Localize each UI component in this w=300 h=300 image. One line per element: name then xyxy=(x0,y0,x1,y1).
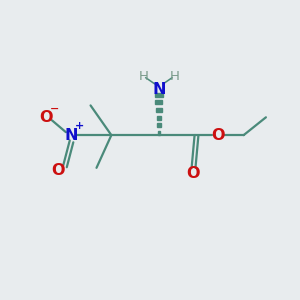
Text: O: O xyxy=(212,128,225,142)
Polygon shape xyxy=(157,123,161,128)
Text: O: O xyxy=(186,166,200,181)
Polygon shape xyxy=(156,108,162,112)
Text: O: O xyxy=(51,163,64,178)
Text: H: H xyxy=(139,70,148,83)
Text: N: N xyxy=(152,82,166,97)
Text: N: N xyxy=(64,128,78,142)
Polygon shape xyxy=(155,92,163,97)
Polygon shape xyxy=(158,131,160,135)
Polygon shape xyxy=(157,116,161,120)
Text: H: H xyxy=(169,70,179,83)
Text: −: − xyxy=(50,103,60,113)
Text: +: + xyxy=(75,121,84,130)
Text: O: O xyxy=(39,110,53,125)
Polygon shape xyxy=(155,100,163,104)
